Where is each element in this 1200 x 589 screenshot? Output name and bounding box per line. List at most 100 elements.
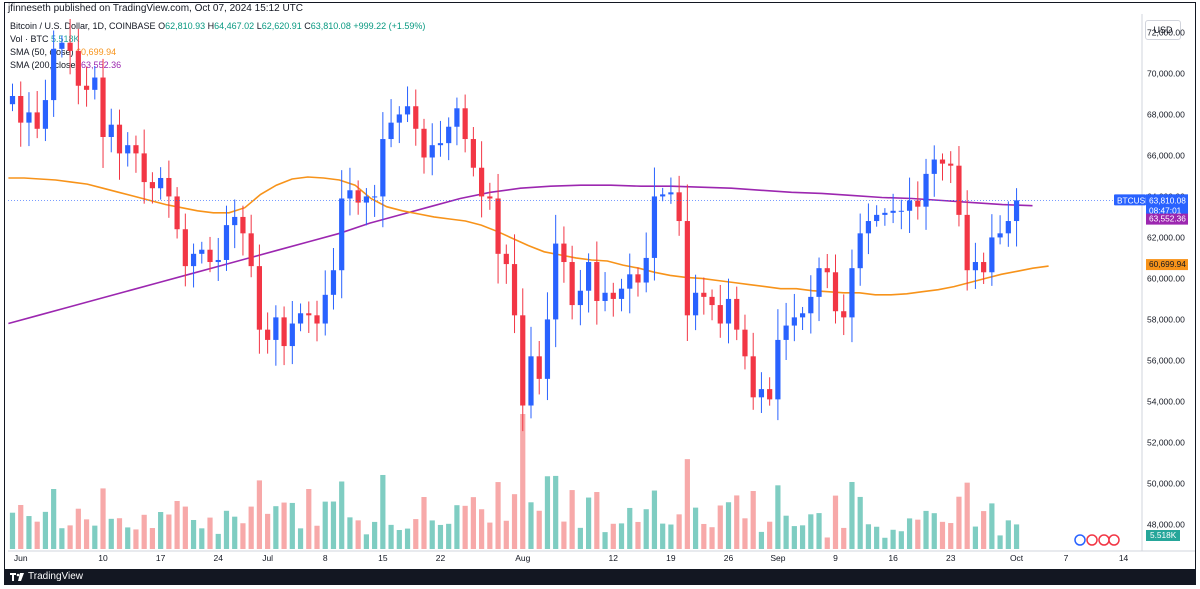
volume-bar <box>281 502 287 549</box>
candle-body <box>956 165 962 215</box>
candle-body <box>306 313 312 316</box>
candle-body <box>265 329 271 340</box>
time-tick-label: 10 <box>98 553 108 563</box>
candle-body <box>355 190 361 203</box>
volume-bar <box>931 513 937 549</box>
volume-bar <box>314 525 320 549</box>
sma200-price-tag <box>1146 213 1188 225</box>
price-tick-label: 48,000.00 <box>1147 519 1185 529</box>
volume-bar <box>51 489 57 549</box>
volume-bar <box>133 529 139 549</box>
candle-body <box>495 198 501 254</box>
candle-body <box>865 221 872 234</box>
volume-bar <box>174 500 180 549</box>
candle-body <box>116 124 123 154</box>
candle-body <box>561 243 567 263</box>
candle-body <box>372 196 378 198</box>
candle-body <box>635 274 641 283</box>
candle-body <box>479 167 485 197</box>
sma50-line <box>8 176 1049 296</box>
time-tick-label: 22 <box>436 553 446 563</box>
candle-body <box>67 42 73 51</box>
countdown-value: 08:47:01 <box>1149 205 1182 215</box>
volume-bars <box>9 414 1020 549</box>
time-tick-label: 7 <box>1064 553 1069 563</box>
sma50-price-tag <box>1146 259 1188 271</box>
candle-body <box>100 77 106 137</box>
candle-body <box>92 77 98 90</box>
candle-body <box>627 274 633 289</box>
event-marker-icon[interactable] <box>1108 534 1120 546</box>
tradingview-logo[interactable]: TradingView <box>10 571 83 582</box>
candle-body <box>799 313 806 318</box>
candle-body <box>487 196 493 199</box>
candle-body <box>108 124 114 137</box>
volume-bar <box>207 517 213 549</box>
sma200-label: SMA (200, close) <box>10 60 79 70</box>
volume-bar <box>898 531 904 549</box>
volume-bar <box>602 532 608 549</box>
candle-body <box>413 106 419 129</box>
candle-body <box>190 253 197 267</box>
candle-body <box>289 323 295 347</box>
volume-bar <box>676 514 682 549</box>
time-tick-label: 19 <box>666 553 676 563</box>
volume-bar <box>404 528 411 549</box>
price-axis: 48,000.00 50,000.00 52,000.00 54,000.00 56,0… <box>1147 27 1185 529</box>
candle-body <box>503 253 509 265</box>
ohlc-open: O62,810.93 <box>158 21 206 31</box>
candle-body <box>339 198 345 271</box>
symbol-legend: Bitcoin / U.S. Dollar, 1D, COINBASE O62,… <box>10 21 425 31</box>
candle-body <box>972 262 979 271</box>
event-marker-icon[interactable] <box>1098 534 1110 546</box>
time-tick-label: 24 <box>214 553 224 563</box>
time-tick-label: 15 <box>378 553 388 563</box>
candle-body <box>380 139 386 197</box>
candle-body <box>1005 221 1011 234</box>
candle-body <box>758 389 765 398</box>
volume-bar <box>915 519 921 549</box>
volume-bar <box>141 514 147 549</box>
volume-value: 5.518K <box>51 34 80 44</box>
volume-bar <box>544 476 551 549</box>
volume-bar <box>462 505 468 549</box>
candle-body <box>841 311 847 318</box>
volume-bar <box>166 514 172 549</box>
volume-bar <box>536 510 542 549</box>
candle-body <box>182 229 188 267</box>
volume-bar <box>297 528 304 549</box>
volume-bar <box>429 520 435 549</box>
volume-bar <box>734 495 740 549</box>
volume-bar <box>503 520 509 549</box>
candle-body <box>618 288 625 299</box>
candle-body <box>553 243 559 320</box>
volume-bar <box>610 523 616 549</box>
volume-bar <box>470 497 476 549</box>
volume-bar <box>857 496 863 549</box>
candle-body <box>709 296 715 306</box>
candle-body <box>174 196 180 230</box>
candle-body <box>314 315 320 324</box>
candles <box>9 19 1020 432</box>
time-tick-label: 16 <box>888 553 898 563</box>
volume-bar <box>997 535 1003 549</box>
volume-label: Vol · BTC <box>10 34 49 44</box>
volume-bar <box>865 524 872 549</box>
volume-bar <box>322 501 328 549</box>
volume-bar <box>939 521 946 549</box>
price-tick-label: 54,000.00 <box>1147 396 1185 406</box>
candle-body <box>898 210 904 212</box>
currency-button[interactable]: USD <box>1145 20 1181 40</box>
candle-body <box>454 108 460 127</box>
tradingview-mark-icon <box>10 572 24 581</box>
candle-body <box>586 262 592 291</box>
event-marker-icon[interactable] <box>1074 534 1086 546</box>
candle-body <box>528 356 534 406</box>
volume-bar <box>668 524 674 549</box>
candle-body <box>923 173 929 207</box>
candle-body <box>544 319 551 379</box>
candle-body <box>59 42 65 49</box>
candle-body <box>240 216 246 234</box>
volume-bar <box>306 489 312 549</box>
event-marker-icon[interactable] <box>1086 534 1098 546</box>
